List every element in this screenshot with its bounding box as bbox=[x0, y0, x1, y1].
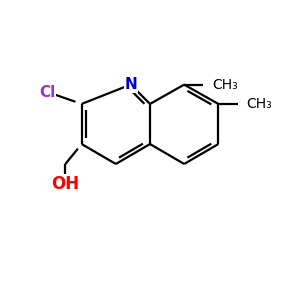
Text: Cl: Cl bbox=[39, 85, 56, 100]
Text: N: N bbox=[124, 77, 137, 92]
Text: OH: OH bbox=[51, 175, 80, 193]
Text: CH₃: CH₃ bbox=[212, 78, 238, 92]
Text: CH₃: CH₃ bbox=[247, 97, 272, 111]
